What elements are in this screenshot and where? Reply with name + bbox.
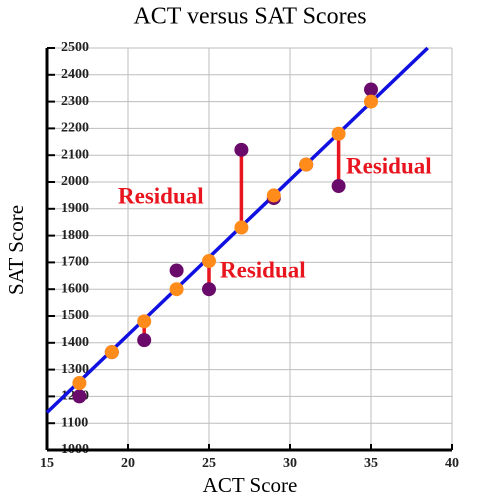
point [331, 179, 346, 194]
chart-title: ACT versus SAT Scores [133, 4, 366, 30]
point [104, 345, 119, 360]
point [234, 142, 249, 157]
annotation: Residual [118, 183, 204, 208]
point [137, 333, 152, 348]
x-axis-label: ACT Score [203, 473, 298, 497]
y-tick-label: 1700 [61, 255, 89, 270]
y-axis-label: SAT Score [4, 205, 28, 295]
point [137, 314, 152, 329]
point [364, 82, 378, 97]
y-tick-label: 1600 [61, 281, 89, 296]
point [169, 282, 184, 297]
point [299, 157, 314, 172]
point [72, 376, 87, 390]
y-tick-label: 2100 [61, 147, 89, 162]
y-tick-label: 1300 [61, 362, 89, 377]
point [364, 94, 378, 109]
point [72, 389, 87, 404]
y-tick-label: 1100 [61, 415, 88, 430]
x-tick-label: 25 [202, 456, 216, 471]
y-tick-label: 1900 [61, 201, 89, 216]
x-tick-label: 40 [445, 456, 459, 471]
y-tick-label: 2300 [61, 94, 89, 109]
point [266, 188, 281, 203]
x-tick-label: 15 [40, 456, 54, 471]
point [331, 126, 346, 141]
point [234, 220, 249, 235]
y-tick-label: 2200 [61, 121, 89, 136]
point [202, 282, 216, 297]
annotation: Residual [346, 153, 432, 178]
y-tick-label: 2500 [61, 40, 89, 55]
y-tick-label: 2400 [61, 67, 89, 82]
y-tick-label: 2000 [61, 174, 89, 189]
y-tick-label: 1800 [61, 228, 89, 243]
point [169, 263, 184, 278]
x-tick-label: 20 [121, 456, 135, 471]
y-tick-label: 1500 [61, 308, 89, 323]
annotation: Residual [220, 257, 306, 282]
y-tick-label: 1400 [61, 335, 89, 350]
x-tick-label: 30 [283, 456, 297, 471]
x-tick-label: 35 [364, 456, 378, 471]
point [202, 254, 216, 269]
